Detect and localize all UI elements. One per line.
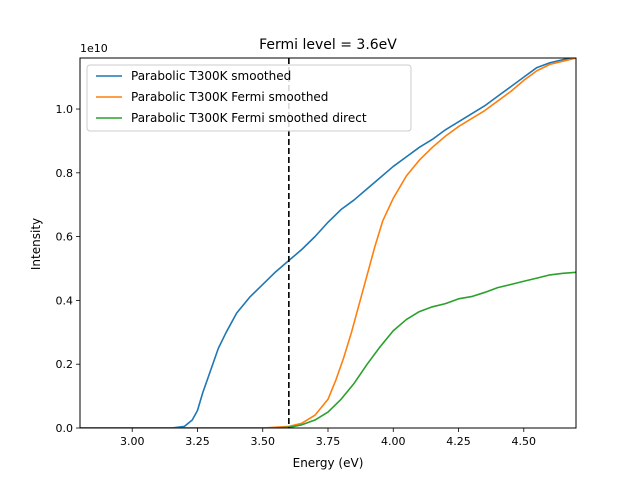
- x-tick-label: 3.25: [185, 435, 210, 448]
- y-tick-label: 0.8: [56, 167, 74, 180]
- y-tick-label: 0.2: [56, 358, 74, 371]
- plot-area: [80, 58, 576, 428]
- series-line-2: [80, 58, 576, 428]
- y-tick-label: 1.0: [56, 103, 74, 116]
- x-tick-label: 3.50: [250, 435, 275, 448]
- chart-title: Fermi level = 3.6eV: [259, 37, 397, 53]
- y-tick-label: 0.0: [56, 422, 74, 435]
- y-axis-label: Intensity: [29, 218, 43, 270]
- legend-label-2: Parabolic T300K Fermi smoothed: [131, 90, 328, 104]
- y-tick-label: 0.6: [56, 231, 74, 244]
- series-group: [80, 58, 576, 428]
- y-tick-label: 0.4: [56, 294, 74, 307]
- legend-label-3: Parabolic T300K Fermi smoothed direct: [131, 111, 367, 125]
- x-tick-label: 4.00: [381, 435, 406, 448]
- axes: 3.00 3.25 3.50 3.75 4.00 4.25 4.50 0.0 0.2 0.4 0.6…: [56, 57, 577, 448]
- series-line-3: [80, 271, 576, 428]
- x-tick-label: 4.50: [512, 435, 537, 448]
- x-tick-label: 3.00: [120, 435, 145, 448]
- x-tick-label: 3.75: [316, 435, 341, 448]
- legend-label-1: Parabolic T300K smoothed: [131, 69, 291, 83]
- legend-box: [86, 64, 412, 132]
- x-axis-label: Energy (eV): [293, 456, 364, 470]
- series-line-1: [80, 58, 576, 428]
- x-tick-label: 4.25: [446, 435, 471, 448]
- y-axis-offset-label: 1e10: [80, 42, 108, 55]
- legend: Parabolic T300K smoothed Parabolic T300K …: [86, 64, 412, 132]
